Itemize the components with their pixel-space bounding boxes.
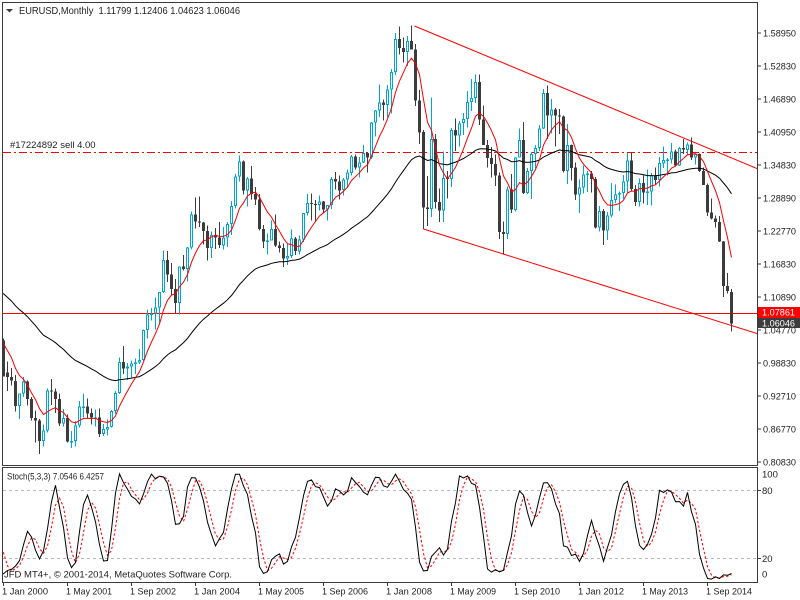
svg-text:0.92710: 0.92710 (763, 391, 796, 402)
svg-text:#17224892 sell 4.00: #17224892 sell 4.00 (10, 140, 96, 151)
svg-text:100: 100 (762, 470, 778, 481)
svg-text:1.40950: 1.40950 (763, 127, 796, 138)
svg-text:0.80830: 0.80830 (763, 457, 796, 468)
svg-text:1.04770: 1.04770 (763, 325, 796, 336)
svg-text:1 Jan 2004: 1 Jan 2004 (194, 587, 240, 598)
svg-text:1.06046: 1.06046 (762, 318, 795, 329)
svg-text:1.28890: 1.28890 (763, 193, 796, 204)
svg-text:1.58950: 1.58950 (763, 28, 796, 39)
svg-text:1.52830: 1.52830 (763, 61, 796, 72)
svg-text:20: 20 (762, 554, 773, 565)
svg-text:1 Sep 2006: 1 Sep 2006 (322, 587, 368, 598)
svg-text:0.98830: 0.98830 (763, 358, 796, 369)
svg-text:1 Jan 2012: 1 Jan 2012 (578, 587, 624, 598)
svg-text:1.22770: 1.22770 (763, 226, 796, 237)
svg-text:1 May 2005: 1 May 2005 (258, 587, 304, 598)
svg-text:0.86770: 0.86770 (763, 424, 796, 435)
svg-text:1 May 2013: 1 May 2013 (642, 587, 688, 598)
svg-text:EURUSD,Monthly 1.11799 1.1240: EURUSD,Monthly 1.11799 1.12406 1.04623 1… (19, 5, 240, 17)
svg-text:1 Jan 2008: 1 Jan 2008 (386, 587, 432, 598)
svg-text:1 Sep 2010: 1 Sep 2010 (514, 587, 560, 598)
svg-text:1.07861: 1.07861 (762, 308, 795, 319)
svg-text:JFD MT4+, © 2001-2014, MetaQuo: JFD MT4+, © 2001-2014, MetaQuotes Softwa… (4, 570, 232, 581)
svg-text:1 Sep 2014: 1 Sep 2014 (706, 587, 752, 598)
svg-text:1 Jan 2000: 1 Jan 2000 (2, 587, 48, 598)
svg-text:1 May 2009: 1 May 2009 (450, 587, 496, 598)
svg-text:1.34830: 1.34830 (763, 160, 796, 171)
svg-text:0: 0 (762, 570, 767, 581)
svg-text:1 May 2001: 1 May 2001 (66, 587, 112, 598)
svg-text:Stoch(5,3,3) 7.0546 6.4257: Stoch(5,3,3) 7.0546 6.4257 (7, 472, 104, 483)
svg-text:1.46890: 1.46890 (763, 94, 796, 105)
svg-text:1.16830: 1.16830 (763, 259, 796, 270)
svg-text:1 Sep 2002: 1 Sep 2002 (130, 587, 176, 598)
svg-text:1.10890: 1.10890 (763, 292, 796, 303)
svg-text:80: 80 (762, 486, 773, 497)
